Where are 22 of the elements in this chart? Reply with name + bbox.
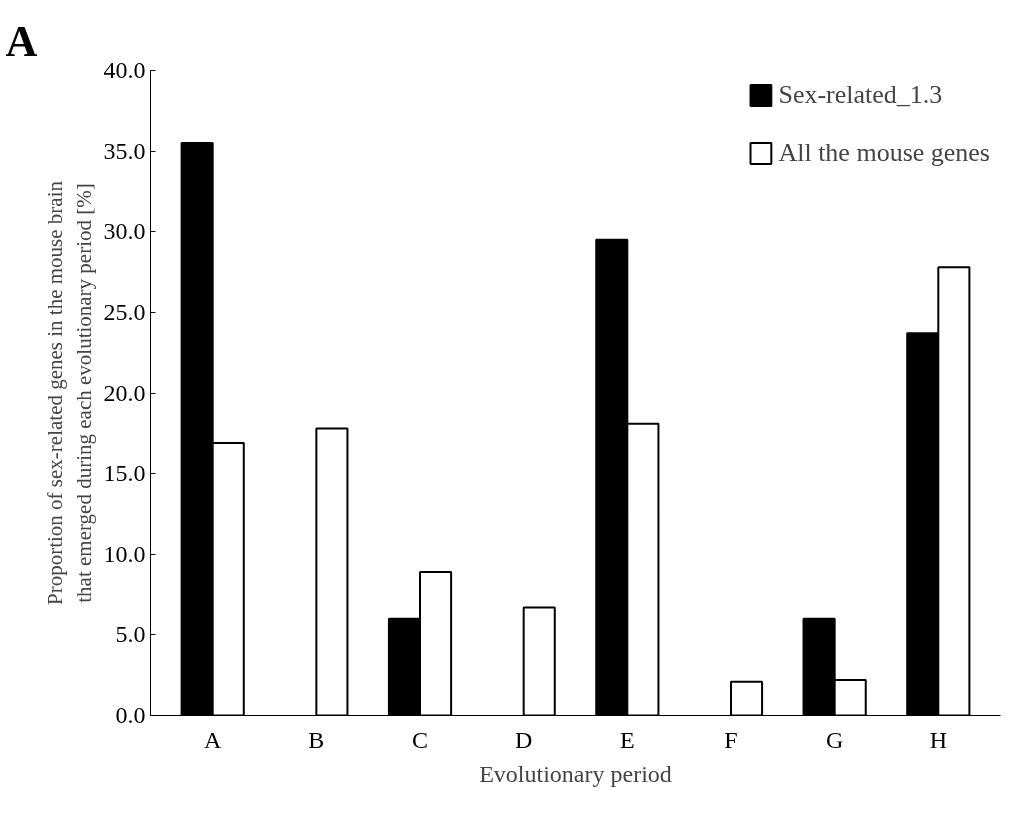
- x-tick-label: G: [825, 726, 844, 753]
- x-tick-label: F: [724, 726, 738, 753]
- y-tick-label: 40.0: [103, 57, 146, 83]
- text: A: [5, 16, 38, 66]
- x-axis-title: Evolutionary period: [479, 760, 672, 787]
- y-tick-label: 20.0: [103, 379, 146, 406]
- y-tick-label: 15.0: [103, 460, 146, 487]
- y-tick-label: 35.0: [103, 137, 146, 164]
- y-axis-title: Proportion of sex-related genes in the mouse brain that emerged during each evolutionary period [%]: [42, 180, 96, 605]
- x-tick-label: H: [929, 726, 947, 753]
- y-tick-label: 10.0: [103, 540, 146, 567]
- y-tick-label: 30.0: [103, 218, 146, 245]
- y-tick-label: 5.0: [115, 621, 146, 648]
- x-tick-label: D: [515, 726, 533, 753]
- x-tick-label: A: [204, 726, 223, 753]
- legend-label: Sex-related_1.3: [778, 80, 943, 110]
- x-tick-label: B: [308, 726, 325, 753]
- x-tick-label: C: [412, 726, 429, 753]
- y-tick-label: 0.0: [115, 702, 146, 728]
- x-tick-label: E: [620, 726, 635, 753]
- legend-label: All the mouse genes: [778, 138, 990, 168]
- y-tick-label: 25.0: [103, 298, 146, 325]
